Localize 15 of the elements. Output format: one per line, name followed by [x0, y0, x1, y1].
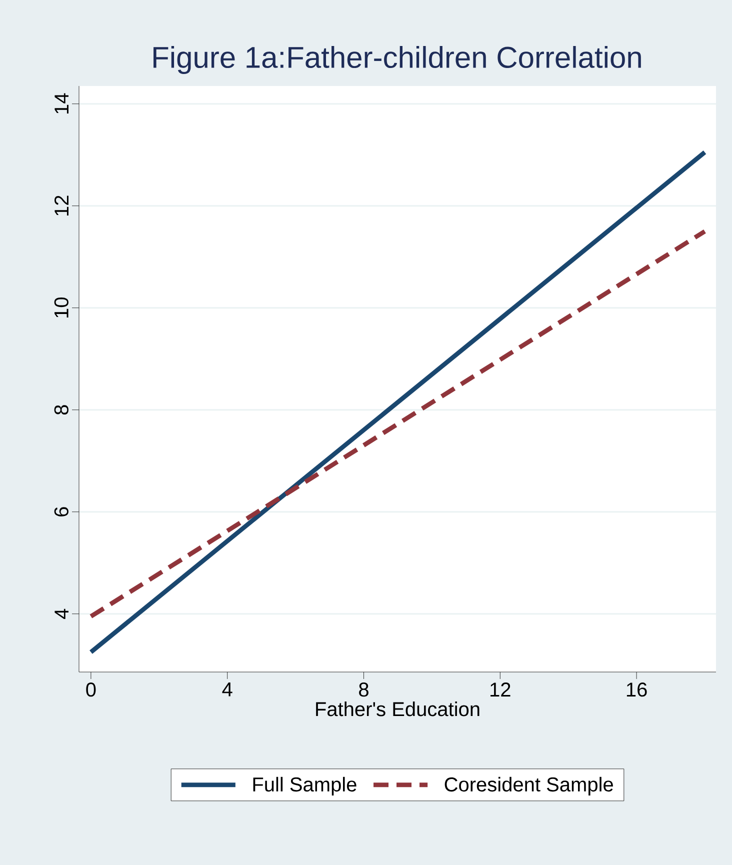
x-tick-label: 16: [626, 682, 647, 697]
y-tick-label: 14: [54, 93, 68, 114]
legend-label: Coresident Sample: [444, 776, 613, 796]
y-tick-label: 4: [54, 608, 68, 619]
y-tick-label: 10: [54, 298, 68, 318]
legend-label: Full Sample: [253, 776, 356, 796]
x-tick-label: 0: [86, 682, 96, 697]
y-tick-label: 12: [54, 196, 68, 216]
x-tick-label: 12: [490, 682, 510, 696]
y-tick-label: 8: [54, 405, 68, 415]
x-axis-title: Father's Education: [316, 702, 480, 716]
y-tick-label: 6: [54, 507, 68, 516]
x-tick-label: 4: [222, 682, 232, 696]
x-tick-label: 8: [359, 682, 368, 697]
chart-title: Figure 1a:Father-children Correlation: [154, 46, 641, 74]
